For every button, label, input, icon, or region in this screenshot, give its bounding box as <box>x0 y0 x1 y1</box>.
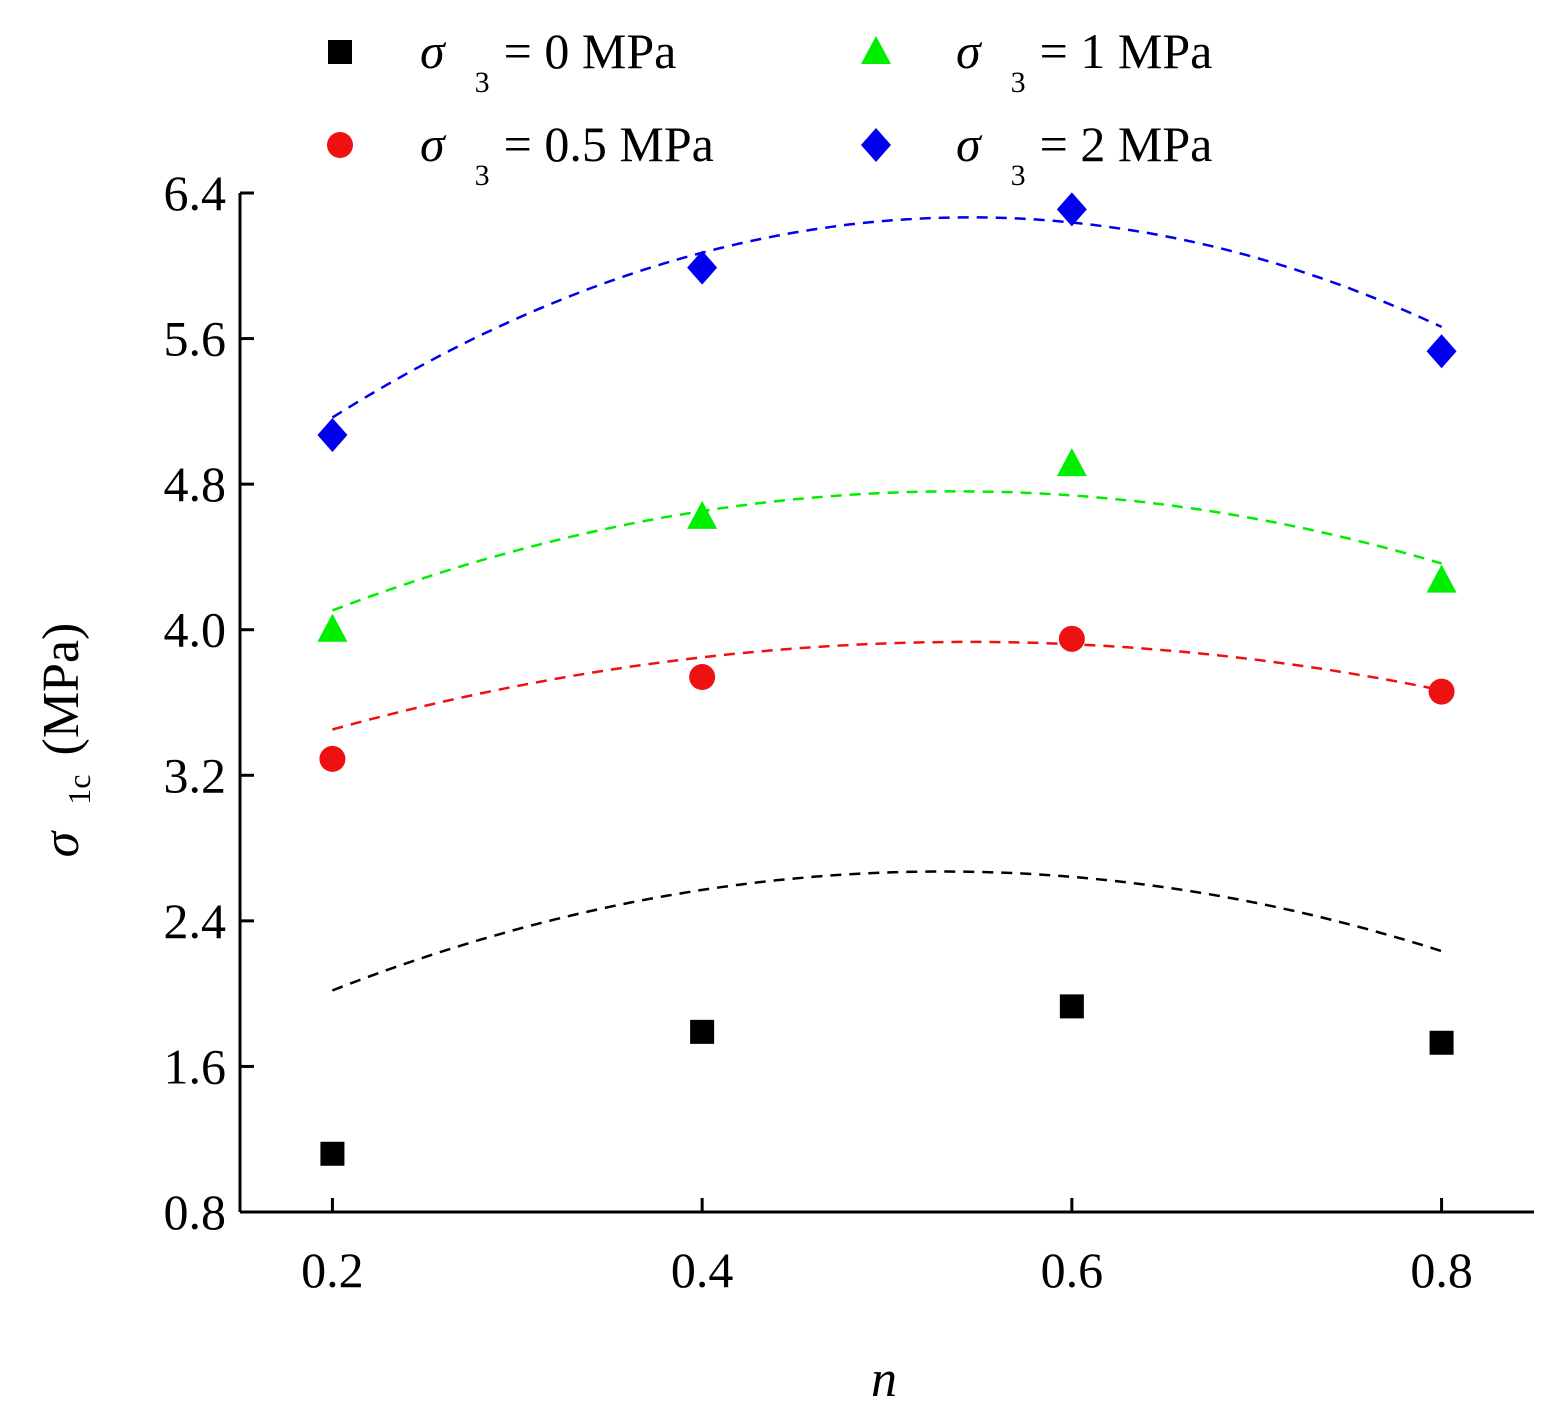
data-point-circle <box>1058 625 1085 652</box>
y-axis-label: σ 1c (MPa) <box>33 623 102 858</box>
legend-item: σ3 = 1 MPa <box>861 23 1212 99</box>
data-point-triangle <box>1056 448 1087 477</box>
svg-text:σ 1c (MPa): σ 1c (MPa) <box>33 623 102 858</box>
y-tick-label: 4.0 <box>164 602 227 658</box>
data-point-square <box>1429 1030 1454 1055</box>
fit-curve <box>332 640 1442 731</box>
x-ticks: 0.2 0.4 0.6 0.8 <box>301 1198 1473 1298</box>
fit-curves <box>331 216 1443 992</box>
legend-subscript: 3 <box>1011 66 1026 99</box>
legend-subscript: 3 <box>1011 159 1026 192</box>
data-point-diamond <box>1426 334 1457 369</box>
legend-symbol: σ <box>420 23 447 79</box>
x-tick-label: 0.8 <box>1410 1242 1473 1298</box>
legend-text: = 0 MPa <box>504 23 677 79</box>
legend-label: σ3 = 2 MPa <box>956 116 1212 192</box>
legend-item: σ3 = 2 MPa <box>861 116 1212 192</box>
y-tick-label: 2.4 <box>164 893 227 949</box>
legend-text: = 0.5 MPa <box>504 116 714 172</box>
legend-label: σ3 = 1 MPa <box>956 23 1212 99</box>
y-tick-label: 1.6 <box>164 1038 227 1094</box>
legend-marker-square <box>328 40 352 64</box>
y-tick-label: 6.4 <box>164 165 227 221</box>
data-point-square <box>320 1141 345 1166</box>
x-tick-label: 0.6 <box>1041 1242 1104 1298</box>
x-tick-label: 0.2 <box>301 1242 364 1298</box>
legend-label: σ3 = 0.5 MPa <box>420 116 714 192</box>
legend-subscript: 3 <box>475 66 490 99</box>
axes <box>238 193 1534 1214</box>
y-axis-unit: (MPa) <box>33 623 90 756</box>
fit-curve <box>331 490 1442 612</box>
legend-item: σ3 = 0.5 MPa <box>327 116 714 192</box>
data-point-triangle <box>687 500 718 529</box>
legend-text: = 2 MPa <box>1040 116 1213 172</box>
data-point-diamond <box>317 418 348 453</box>
legend-symbol: σ <box>420 116 447 172</box>
y-ticks: 0.8 1.6 2.4 3.2 4.0 4.8 5.6 6.4 <box>164 165 254 1240</box>
legend-subscript: 3 <box>475 159 490 192</box>
legend-item: σ3 = 0 MPa <box>328 23 676 99</box>
legend-marker-triangle <box>861 36 891 64</box>
data-point-diamond <box>687 250 718 285</box>
data-point-square <box>690 1019 715 1044</box>
x-axis-label: n <box>871 1351 897 1408</box>
y-axis-subscript: 1c <box>61 775 97 805</box>
legend-symbol: σ <box>956 23 983 79</box>
fit-curve <box>331 216 1443 419</box>
y-tick-label: 5.6 <box>164 311 227 367</box>
y-tick-label: 0.8 <box>164 1184 227 1240</box>
fit-curve <box>331 870 1442 992</box>
x-tick-label: 0.4 <box>671 1242 734 1298</box>
data-point-triangle <box>317 613 348 642</box>
legend-symbol: σ <box>956 116 983 172</box>
legend-marker-circle <box>327 132 353 158</box>
y-tick-label: 4.8 <box>164 456 227 512</box>
y-tick-label: 3.2 <box>164 747 227 803</box>
data-point-circle <box>1428 678 1455 705</box>
data-point-triangle <box>1426 564 1457 593</box>
data-point-square <box>1059 994 1084 1019</box>
data-point-circle <box>319 745 346 772</box>
data-point-circle <box>689 664 716 691</box>
data-point-diamond <box>1056 192 1087 227</box>
legend-label: σ3 = 0 MPa <box>420 23 676 99</box>
legend-marker-diamond <box>861 128 891 162</box>
legend-text: = 1 MPa <box>1040 23 1213 79</box>
data-markers <box>317 192 1457 1166</box>
y-axis-symbol: σ <box>33 829 90 857</box>
